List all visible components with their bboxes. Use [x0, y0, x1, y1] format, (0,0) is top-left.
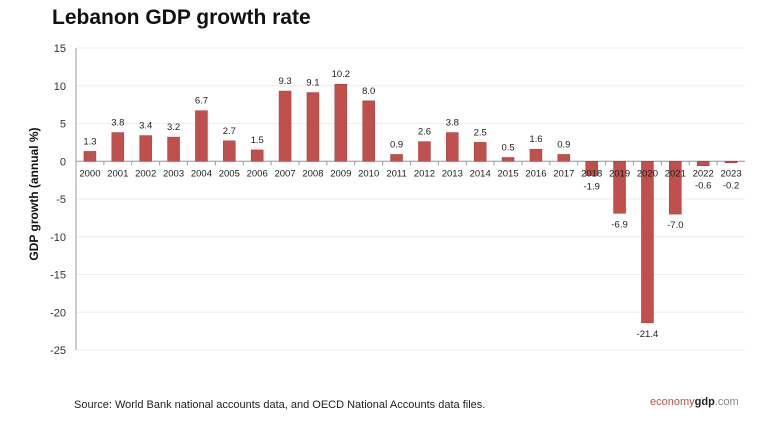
bar: [418, 141, 431, 162]
bar: [139, 135, 152, 162]
bar: [473, 142, 487, 162]
x-tick-label: 2005: [219, 168, 240, 179]
chart-title: Lebanon GDP growth rate: [52, 6, 311, 29]
bar: [585, 161, 598, 176]
bar: [529, 148, 543, 162]
data-label: -21.4: [637, 329, 659, 340]
x-tick-label: 2017: [553, 168, 574, 179]
y-axis-label: GDP growth (annual %): [27, 127, 41, 260]
y-tick-label: -10: [50, 232, 66, 244]
bar: [641, 161, 654, 324]
bar: [446, 132, 459, 162]
bar: [724, 161, 738, 164]
bar-chart: 15 10 5 0 -5 -10 -15 -20 -25 2000 1.3 2001 3.8 2002 3.…: [27, 43, 745, 357]
x-tick-label: 2016: [525, 168, 546, 179]
data-label: 1.5: [251, 135, 264, 146]
bar: [501, 157, 515, 162]
y-tick-label: -20: [50, 307, 66, 319]
data-label: 3.8: [111, 118, 124, 129]
data-label: -0.6: [695, 180, 711, 191]
logo: economygdp.com: [650, 396, 739, 408]
x-tick-label: 2020: [637, 168, 658, 179]
x-tick-label: 2021: [665, 168, 686, 179]
y-tick-label: 0: [60, 156, 66, 168]
logo-part: .com: [714, 396, 739, 408]
y-tick-label: -15: [50, 270, 66, 282]
x-tick-label: 2011: [386, 168, 406, 179]
data-label: 1.3: [83, 136, 96, 147]
x-tick-label: 2013: [442, 168, 463, 179]
bar: [167, 136, 180, 162]
x-tick-label: 2009: [330, 168, 351, 179]
data-label: 3.8: [446, 118, 459, 129]
data-label: 9.1: [306, 78, 319, 89]
x-tick-label: 2010: [358, 168, 379, 179]
data-label: -0.2: [723, 180, 739, 191]
data-label: 0.9: [390, 139, 403, 150]
bar: [111, 132, 125, 162]
data-label: -6.9: [611, 219, 627, 230]
bar: [613, 161, 626, 214]
data-label: 3.4: [139, 121, 152, 132]
bar: [669, 161, 682, 215]
bar: [557, 154, 571, 162]
x-tick-label: 2002: [135, 168, 156, 179]
x-tick-label: 2000: [79, 168, 100, 179]
bar: [195, 110, 208, 162]
y-tick-label: 5: [60, 119, 66, 131]
data-label: 6.7: [195, 96, 208, 107]
data-label: 9.3: [278, 76, 291, 87]
data-label: 8.0: [362, 86, 375, 97]
x-tick-label: 2014: [470, 168, 491, 179]
data-label: 1.6: [529, 134, 542, 145]
bar: [250, 149, 264, 162]
data-label: -7.0: [667, 220, 683, 231]
logo-part: economy: [650, 396, 695, 408]
data-label: -1.9: [584, 182, 600, 193]
bar: [306, 92, 320, 162]
data-label: 10.2: [332, 69, 351, 80]
x-tick-label: 2023: [720, 168, 741, 179]
x-tick-label: 2019: [609, 168, 630, 179]
bar: [696, 161, 710, 167]
y-tick-label: -25: [50, 345, 66, 357]
data-label: 2.6: [418, 127, 431, 138]
bar: [390, 154, 403, 162]
logo-part: gdp: [694, 396, 715, 408]
x-tick-label: 2012: [414, 168, 435, 179]
x-tick-label: 2015: [497, 168, 518, 179]
y-tick-label: -5: [56, 194, 66, 206]
x-tick-label: 2001: [107, 168, 128, 179]
bar: [223, 140, 236, 162]
x-tick-label: 2022: [693, 168, 714, 179]
bar: [362, 100, 375, 162]
x-tick-label: 2006: [247, 168, 268, 179]
x-tick-label: 2004: [191, 168, 212, 179]
source-note: Source: World Bank national accounts dat…: [74, 399, 486, 411]
x-tick-label: 2008: [302, 168, 323, 179]
data-label: 2.7: [223, 126, 236, 137]
bar: [334, 83, 348, 162]
x-tick-label: 2007: [274, 168, 295, 179]
y-tick-label: 15: [54, 43, 66, 55]
bar: [83, 151, 97, 162]
data-label: 0.5: [501, 142, 514, 153]
data-label: 3.2: [167, 122, 180, 133]
data-label: 0.9: [557, 139, 570, 150]
x-tick-label: 2003: [163, 168, 184, 179]
data-label: 2.5: [474, 127, 487, 138]
x-tick-label: 2018: [581, 168, 602, 179]
bar: [278, 90, 292, 162]
y-tick-label: 10: [54, 81, 66, 93]
